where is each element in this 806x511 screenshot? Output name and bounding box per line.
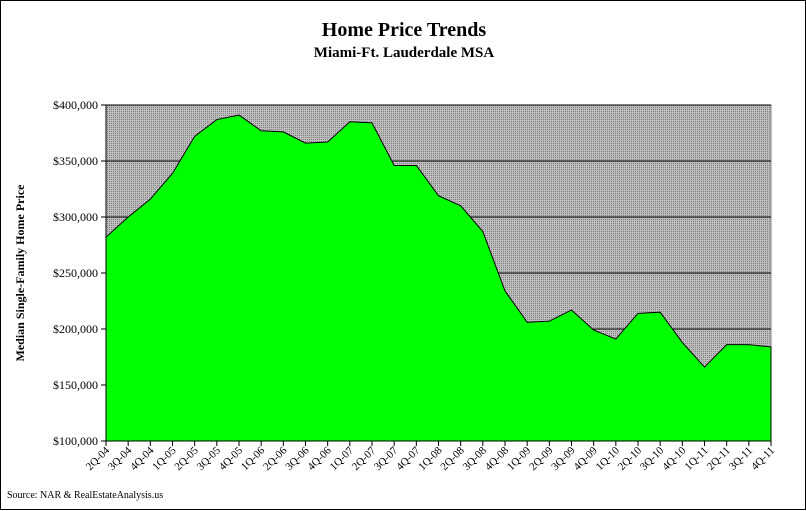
x-tick-label: 2Q-05 [172, 444, 201, 473]
x-tick-label: 3Q-10 [638, 444, 667, 473]
x-tick-label: 4Q-06 [305, 444, 334, 473]
x-tick-label: 2Q-10 [616, 444, 645, 473]
x-tick-label: 1Q-08 [416, 444, 445, 473]
y-tick-label: $100,000 [53, 434, 98, 448]
x-tick-label: 2Q-07 [350, 444, 379, 473]
x-tick-label: 1Q-07 [328, 444, 357, 473]
y-tick-label: $250,000 [53, 266, 98, 280]
x-tick-label: 1Q-09 [505, 444, 534, 473]
y-tick-labels: $100,000 $150,000 $200,000 $250,000 $300,000… [53, 98, 106, 448]
x-tick-label: 2Q-04 [84, 444, 113, 473]
x-tick-label: 1Q-10 [594, 444, 623, 473]
x-tick-label: 2Q-11 [705, 445, 733, 473]
source-note: Source: NAR & RealEstateAnalysis.us [7, 490, 163, 501]
x-tick-label: 4Q-07 [394, 444, 423, 473]
x-tick-label: 3Q-11 [727, 445, 755, 473]
x-tick-label: 2Q-08 [438, 444, 467, 473]
x-tick-label: 3Q-05 [195, 444, 224, 473]
x-tick-label: 4Q-11 [749, 445, 777, 473]
y-tick-label: $400,000 [53, 98, 98, 112]
y-tick-label: $200,000 [53, 322, 98, 336]
x-tick-label: 3Q-08 [461, 444, 490, 473]
x-tick-label: 4Q-09 [571, 444, 600, 473]
y-tick-label: $350,000 [53, 154, 98, 168]
x-tick-label: 2Q-06 [261, 444, 290, 473]
x-tick-label: 2Q-09 [527, 444, 556, 473]
x-tick-label: 1Q-06 [239, 444, 268, 473]
y-tick-label: $150,000 [53, 378, 98, 392]
x-tick-label: 3Q-09 [549, 444, 578, 473]
x-tick-label: 3Q-06 [283, 444, 312, 473]
x-tick-label: 4Q-08 [483, 444, 512, 473]
x-tick-label: 3Q-07 [372, 444, 401, 473]
y-tick-label: $300,000 [53, 210, 98, 224]
x-tick-labels: 2Q-043Q-044Q-041Q-052Q-053Q-054Q-051Q-06… [84, 441, 777, 473]
x-tick-label: 1Q-05 [150, 444, 179, 473]
x-tick-label: 4Q-05 [217, 444, 246, 473]
y-axis-title: Median Single-Family Home Price [13, 184, 27, 362]
x-tick-label: 4Q-04 [128, 444, 157, 473]
x-tick-label: 3Q-04 [106, 444, 135, 473]
x-tick-label: 4Q-10 [660, 444, 689, 473]
x-tick-label: 1Q-11 [683, 445, 711, 473]
